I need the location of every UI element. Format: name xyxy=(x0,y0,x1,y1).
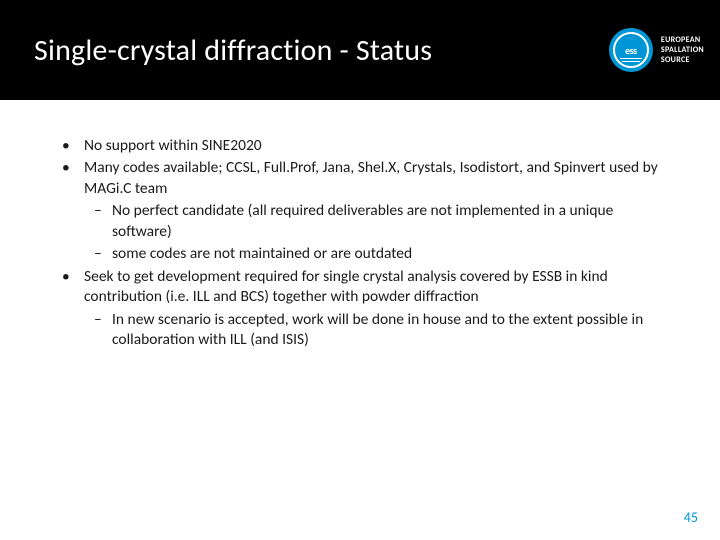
bullet-text: In new scenario is accepted, work will b… xyxy=(112,310,643,349)
bullet-text: Many codes available; CCSL, Full.Prof, J… xyxy=(84,158,658,197)
logo-area: ess EUROPEAN SPALLATION SOURCE xyxy=(609,28,704,72)
header-bar: Single-crystal diffraction - Status ess … xyxy=(0,0,720,100)
list-item: In new scenario is accepted, work will b… xyxy=(84,310,670,351)
bullet-text: some codes are not maintained or are out… xyxy=(112,244,412,263)
ess-logo-inner-icon: ess xyxy=(613,32,649,68)
list-item: No perfect candidate (all required deliv… xyxy=(84,201,670,242)
bullet-list: No support within SINE2020 Many codes av… xyxy=(50,136,670,351)
sub-list: In new scenario is accepted, work will b… xyxy=(84,310,670,351)
bullet-text: Seek to get development required for sin… xyxy=(84,267,608,306)
brand-text: EUROPEAN SPALLATION SOURCE xyxy=(661,35,704,65)
logo-waves-icon xyxy=(620,55,642,63)
brand-line-1: EUROPEAN xyxy=(661,35,704,45)
slide-title: Single-crystal diffraction - Status xyxy=(34,32,432,69)
content-area: No support within SINE2020 Many codes av… xyxy=(0,100,720,351)
page-number: 45 xyxy=(684,509,698,526)
sub-list: No perfect candidate (all required deliv… xyxy=(84,201,670,264)
brand-line-3: SOURCE xyxy=(661,55,704,65)
bullet-text: No support within SINE2020 xyxy=(84,136,262,155)
ess-logo-icon: ess xyxy=(609,28,653,72)
brand-line-2: SPALLATION xyxy=(661,45,704,55)
bullet-text: No perfect candidate (all required deliv… xyxy=(112,201,613,240)
list-item: Many codes available; CCSL, Full.Prof, J… xyxy=(50,158,670,264)
list-item: Seek to get development required for sin… xyxy=(50,267,670,351)
list-item: some codes are not maintained or are out… xyxy=(84,244,670,264)
slide: Single-crystal diffraction - Status ess … xyxy=(0,0,720,540)
list-item: No support within SINE2020 xyxy=(50,136,670,156)
